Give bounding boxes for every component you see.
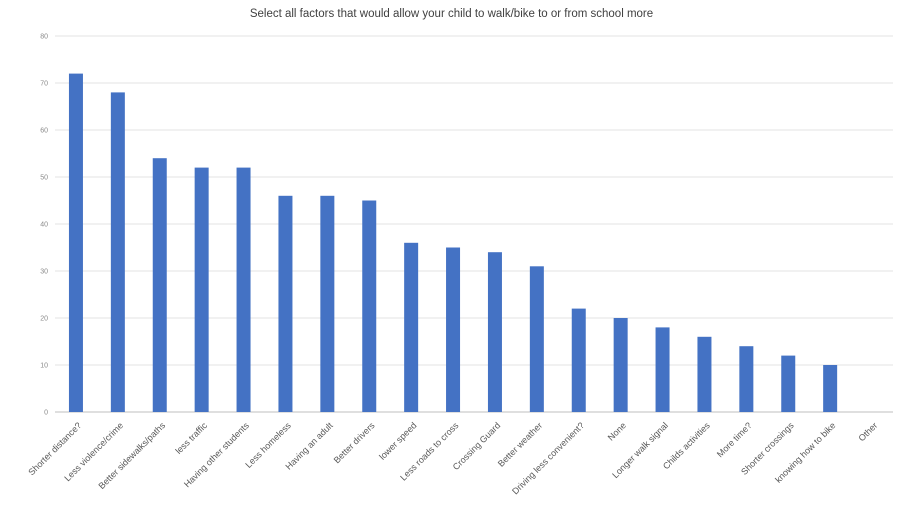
bar <box>446 247 461 412</box>
bar <box>362 200 377 412</box>
y-tick-label: 50 <box>40 175 48 182</box>
bar <box>739 346 754 412</box>
bar <box>697 336 712 412</box>
bar <box>68 73 83 412</box>
gridlines <box>55 35 893 413</box>
bar <box>236 167 251 412</box>
bar <box>823 365 838 412</box>
x-category-label: less traffic <box>173 420 209 456</box>
y-tick-label: 30 <box>40 269 48 276</box>
x-category-label: Other <box>856 420 879 443</box>
x-category-label: Driving less convenient? <box>510 420 586 496</box>
bar <box>613 318 628 412</box>
bar <box>194 167 209 412</box>
chart-title: Select all factors that would allow your… <box>249 8 654 20</box>
bar <box>278 195 293 412</box>
x-category-label: lower speed <box>377 420 418 461</box>
bars <box>68 73 838 413</box>
bar <box>571 308 586 412</box>
bar <box>152 158 167 412</box>
x-axis-category-labels: Shorter distance?Less violence/crimeBett… <box>26 420 879 496</box>
y-axis-tick-labels: 0 10 20 30 40 50 60 70 80 <box>40 34 48 417</box>
bar <box>320 195 335 412</box>
bar <box>529 266 544 412</box>
y-tick-label: 10 <box>40 363 48 370</box>
y-tick-label: 20 <box>40 316 48 323</box>
bar <box>487 252 502 412</box>
x-category-label: Better drivers <box>332 420 377 465</box>
y-tick-label: 70 <box>40 81 48 88</box>
y-tick-label: 60 <box>40 128 48 135</box>
y-tick-label: 80 <box>40 34 48 41</box>
x-category-label: None <box>606 420 628 442</box>
x-category-label: More time? <box>715 420 754 459</box>
bar <box>110 92 125 413</box>
bar <box>781 355 796 412</box>
bar <box>404 242 419 412</box>
bar <box>655 327 670 412</box>
y-tick-label: 0 <box>44 410 48 417</box>
y-tick-label: 40 <box>40 222 48 229</box>
